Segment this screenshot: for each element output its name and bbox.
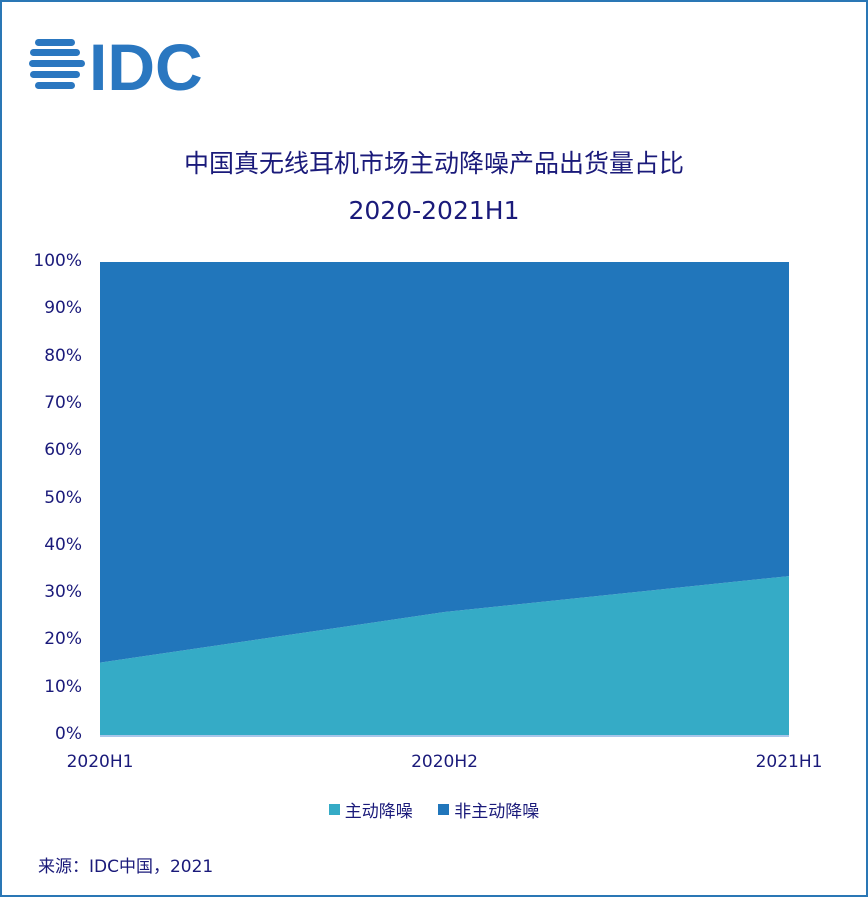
legend-label: 主动降噪 — [344, 802, 413, 822]
source-note: 来源：IDC中国，2021 — [38, 857, 214, 877]
x-tick-label: 2020H1 — [66, 752, 134, 772]
chart-title: 中国真无线耳机市场主动降噪产品出货量占比 — [183, 149, 684, 178]
y-tick-label: 90% — [44, 298, 82, 319]
idc-logo: IDC — [29, 36, 203, 94]
svg-text:IDC: IDC — [89, 36, 203, 94]
y-tick-label: 0% — [55, 724, 82, 744]
chart-subtitle: 2020-2021H1 — [348, 196, 520, 225]
y-tick-label: 80% — [44, 345, 82, 366]
legend-item-non-anc: 非主动降噪 — [438, 797, 539, 822]
x-tick-label: 2020H2 — [411, 752, 478, 772]
x-tick-label: 2021H1 — [755, 752, 823, 772]
y-tick-label: 100% — [33, 251, 82, 271]
area-series-0 — [100, 576, 789, 735]
y-tick-label: 20% — [44, 629, 82, 650]
area-series-1 — [100, 262, 789, 663]
legend: 主动降噪 非主动降噪 — [2, 797, 866, 822]
legend-item-anc: 主动降噪 — [328, 797, 413, 822]
y-tick-label: 40% — [44, 534, 82, 555]
y-tick-label: 70% — [44, 392, 82, 413]
y-tick-label: 10% — [44, 676, 82, 697]
y-tick-label: 50% — [44, 487, 82, 508]
y-tick-label: 60% — [44, 440, 82, 461]
legend-label: 非主动降噪 — [454, 802, 540, 822]
y-tick-label: 30% — [44, 582, 82, 603]
